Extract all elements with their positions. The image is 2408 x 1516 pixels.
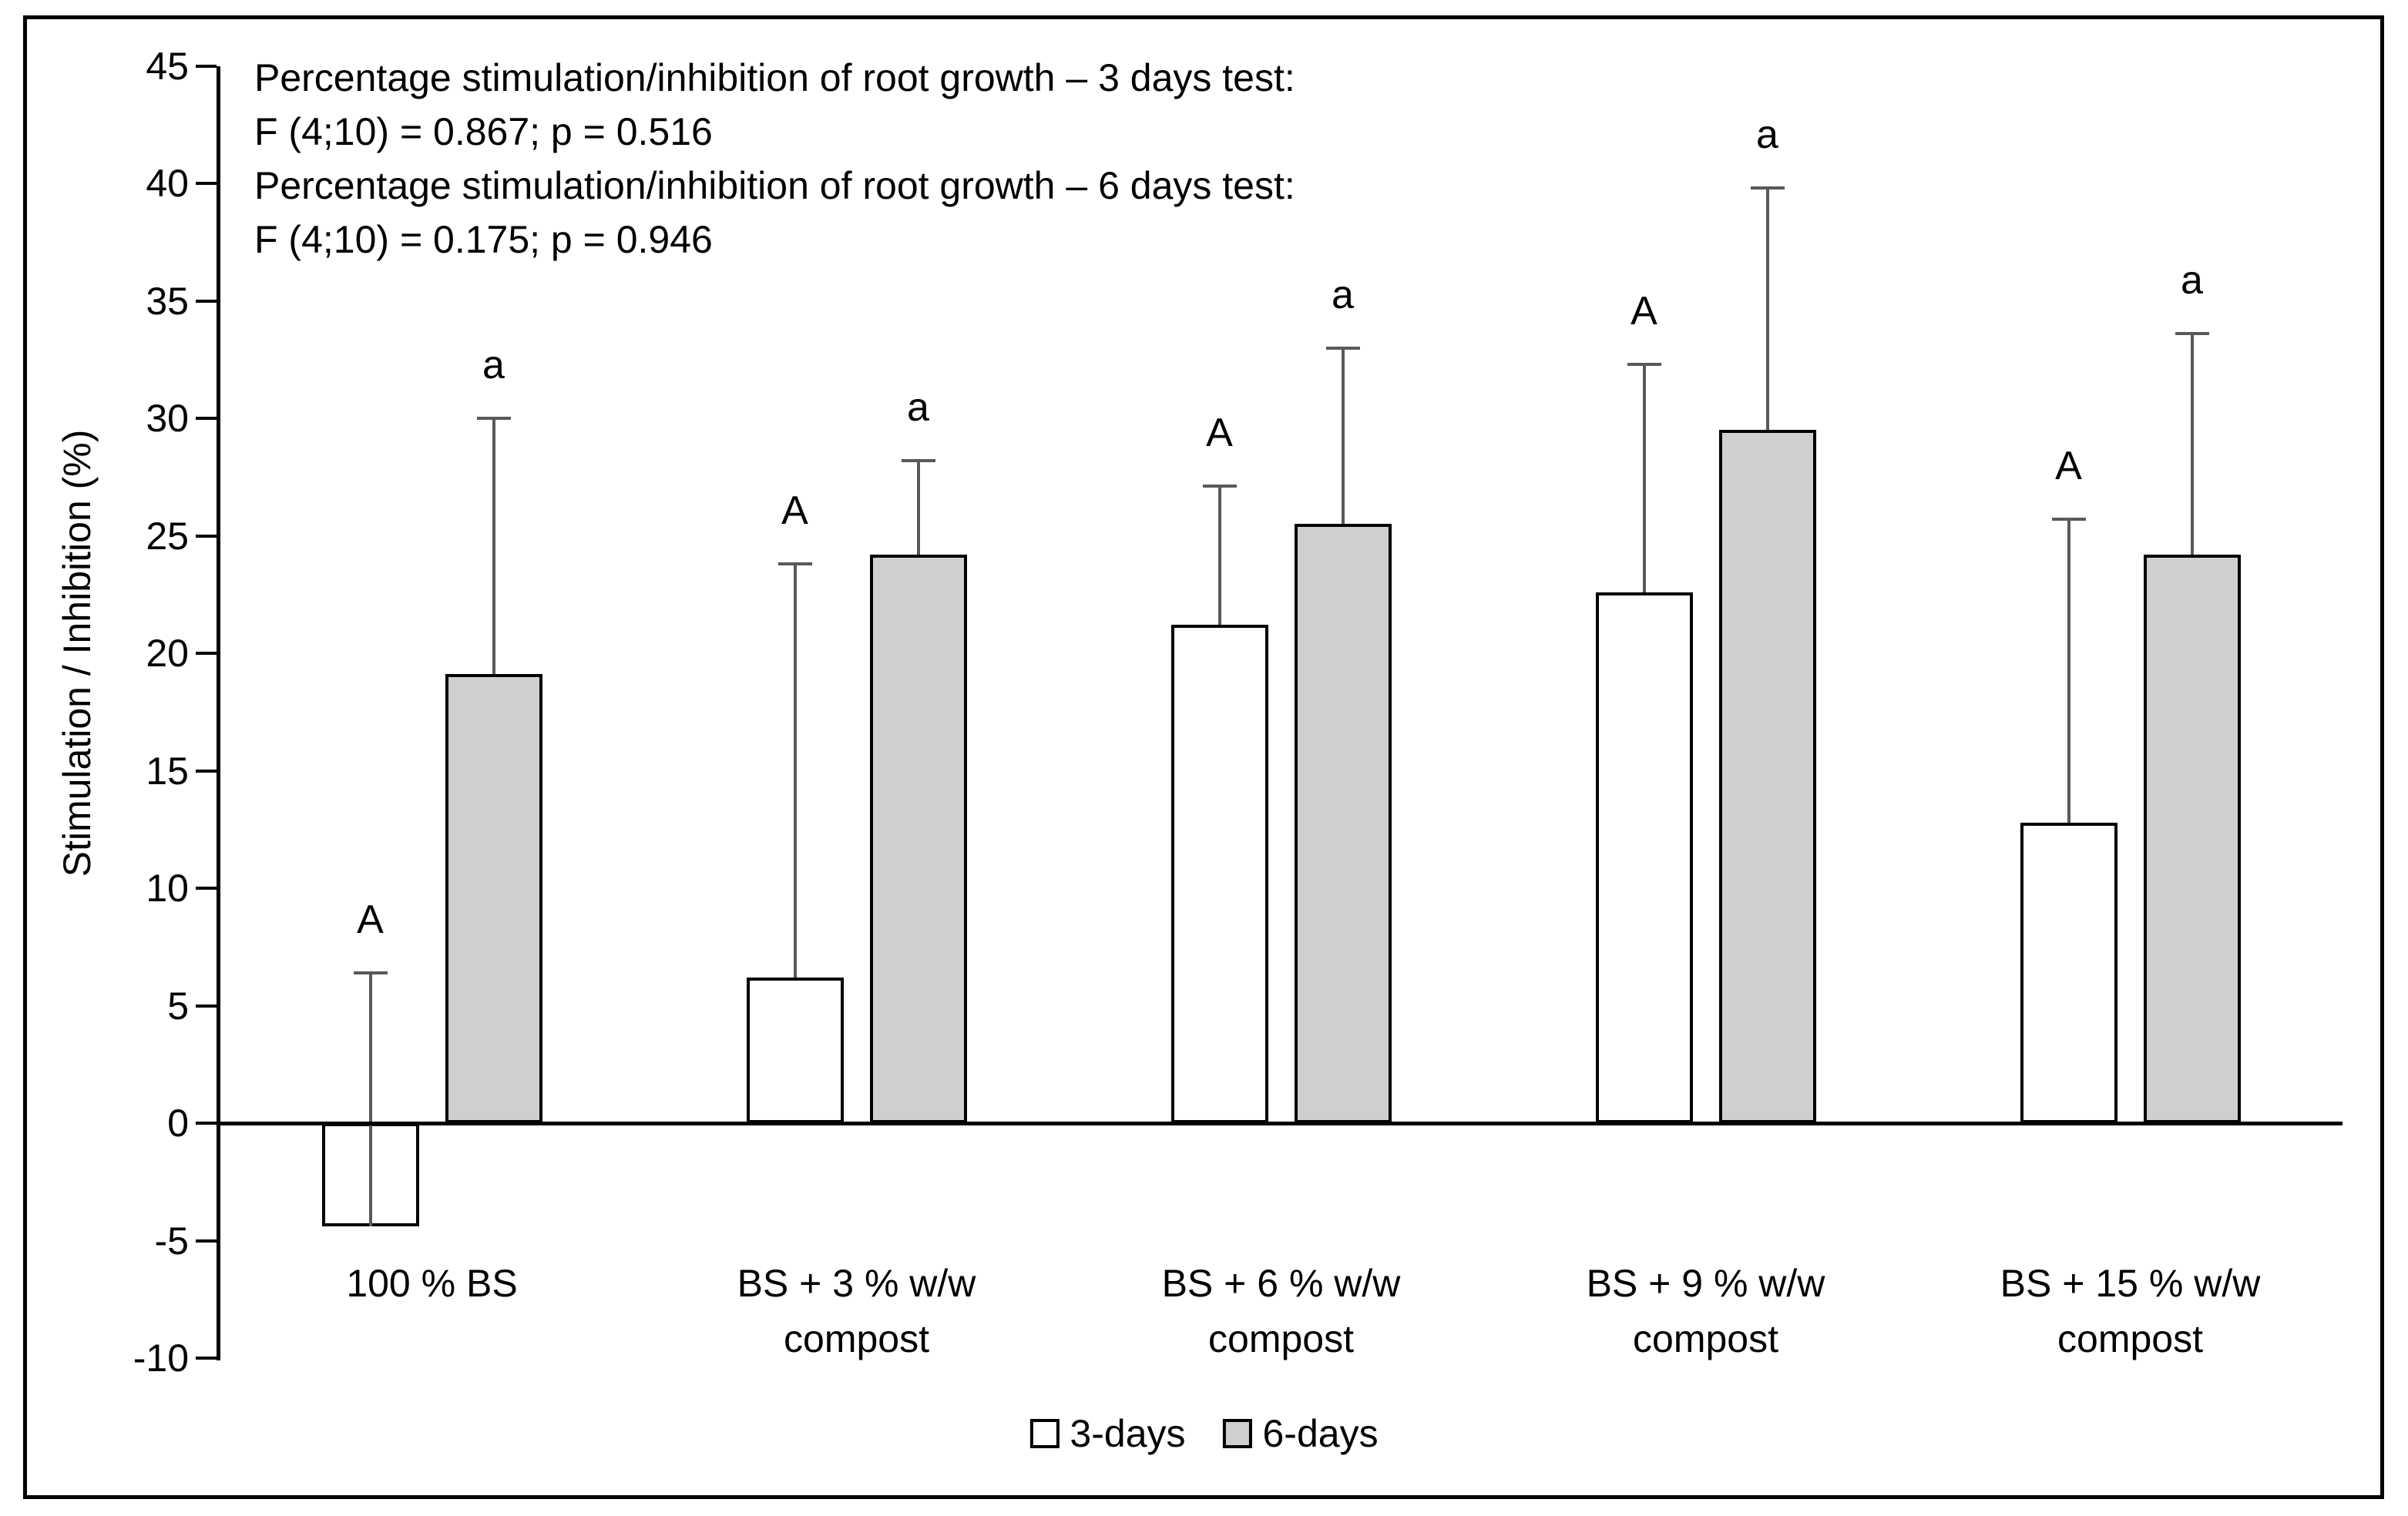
- significance-letter: A: [781, 488, 808, 534]
- y-tick-mark: [196, 769, 217, 773]
- error-bar: [1642, 364, 1646, 592]
- significance-letter: A: [1206, 411, 1233, 456]
- bar-3-days: [1595, 592, 1693, 1123]
- annotation-line-3: Percentage stimulation/inhibition of roo…: [254, 164, 1295, 207]
- figure-border: [23, 15, 2384, 1499]
- error-bar-cap: [901, 458, 935, 462]
- bar-3-days: [2020, 822, 2117, 1123]
- bar-6-days: [445, 674, 542, 1123]
- significance-letter: a: [1756, 112, 1778, 158]
- error-bar: [1765, 188, 1769, 431]
- category-label: BS + 15 % w/w compost: [2000, 1262, 2261, 1360]
- error-bar-cap: [476, 417, 511, 420]
- y-axis-line: [217, 65, 220, 1360]
- error-bar: [492, 418, 495, 675]
- significance-letter: A: [1631, 288, 1657, 334]
- y-tick-mark: [196, 887, 217, 890]
- error-bar-cap: [1325, 346, 1360, 350]
- y-tick-label: 40: [146, 162, 189, 205]
- bar-6-days: [869, 554, 967, 1123]
- significance-letter: a: [1332, 272, 1354, 317]
- y-tick-mark: [196, 534, 217, 538]
- bar-6-days: [1718, 430, 1816, 1123]
- y-tick-mark: [196, 652, 217, 655]
- significance-letter: a: [482, 343, 505, 387]
- legend-swatch-3-days: [1029, 1419, 1060, 1448]
- error-bar: [793, 564, 797, 978]
- annotation-line-4: F (4;10) = 0.175; p = 0.946: [254, 218, 713, 261]
- error-bar-cap: [1202, 485, 1237, 488]
- error-bar: [2067, 519, 2070, 823]
- y-tick-mark: [196, 182, 217, 185]
- bar-6-days: [2143, 554, 2241, 1123]
- category-label: 100 % BS: [346, 1262, 518, 1305]
- legend-label: 6-days: [1262, 1412, 1379, 1455]
- legend-item-6-days: 6-days: [1222, 1412, 1379, 1455]
- y-tick-label: 0: [167, 1102, 189, 1145]
- y-tick-mark: [196, 1004, 217, 1008]
- y-tick-label: 10: [146, 867, 189, 910]
- category-label: BS + 3 % w/w compost: [737, 1262, 976, 1360]
- legend-swatch-6-days: [1222, 1419, 1252, 1448]
- bar-3-days: [746, 977, 844, 1123]
- x-axis-zero-line: [217, 1122, 2343, 1125]
- significance-letter: A: [2055, 444, 2082, 489]
- significance-letter: a: [907, 384, 929, 430]
- bar-3-days: [1170, 625, 1268, 1123]
- category-label: BS + 9 % w/w compost: [1586, 1262, 1825, 1360]
- significance-letter: a: [2181, 258, 2203, 304]
- category-label: BS + 6 % w/w compost: [1161, 1262, 1401, 1360]
- y-tick-label: 35: [146, 279, 189, 323]
- y-tick-mark: [196, 64, 217, 68]
- y-tick-label: 5: [167, 984, 189, 1028]
- y-tick-mark: [196, 1239, 217, 1243]
- y-tick-mark: [196, 299, 217, 303]
- annotation-line-2: F (4;10) = 0.867; p = 0.516: [254, 110, 713, 153]
- y-tick-label: 30: [146, 397, 189, 440]
- y-tick-mark: [196, 1122, 217, 1125]
- significance-letter: A: [357, 897, 384, 942]
- y-tick-label: 45: [146, 44, 189, 88]
- y-tick-mark: [196, 417, 217, 420]
- error-bar: [916, 460, 920, 555]
- error-bar-cap: [2051, 518, 2086, 522]
- error-bar-cap: [2175, 332, 2209, 336]
- y-tick-label: 20: [146, 632, 189, 675]
- error-bar: [2190, 334, 2194, 555]
- y-tick-mark: [196, 1357, 217, 1360]
- error-bar: [368, 972, 372, 1227]
- error-bar-cap: [1750, 186, 1785, 190]
- error-bar-cap: [353, 971, 388, 974]
- y-tick-label: 15: [146, 749, 189, 793]
- error-bar-cap: [1627, 362, 1661, 366]
- bar-6-days: [1294, 524, 1392, 1123]
- legend: 3-days 6-days: [1029, 1412, 1379, 1455]
- y-tick-label: 25: [146, 514, 189, 558]
- legend-label: 3-days: [1070, 1412, 1186, 1455]
- annotation-line-1: Percentage stimulation/inhibition of roo…: [254, 56, 1295, 99]
- error-bar: [1217, 486, 1221, 626]
- error-bar: [1341, 347, 1345, 525]
- legend-item-3-days: 3-days: [1029, 1412, 1186, 1455]
- error-bar-cap: [777, 562, 812, 566]
- stats-annotation: Percentage stimulation/inhibition of roo…: [254, 51, 1295, 267]
- y-tick-label: -5: [154, 1219, 189, 1263]
- y-tick-label: -10: [133, 1337, 189, 1380]
